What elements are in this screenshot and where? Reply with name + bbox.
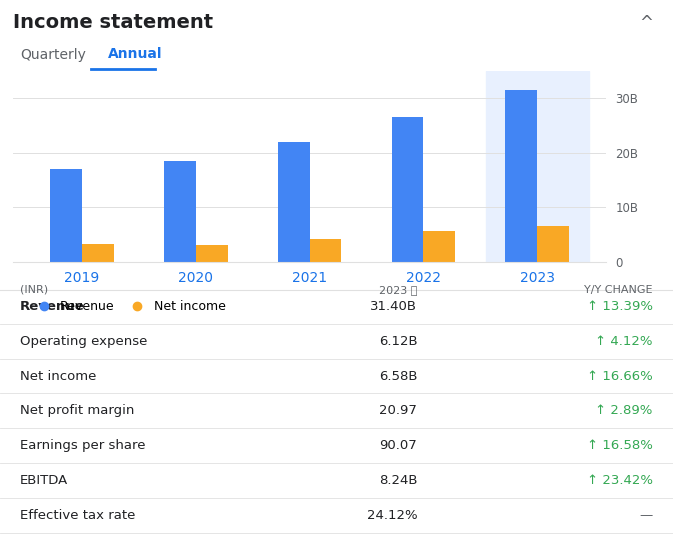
Text: Y/Y CHANGE: Y/Y CHANGE <box>584 284 653 295</box>
Bar <box>278 142 310 262</box>
Bar <box>164 161 196 262</box>
Text: 24.12%: 24.12% <box>367 509 417 522</box>
Text: Net profit margin: Net profit margin <box>20 404 135 417</box>
Text: 6.12B: 6.12B <box>379 335 417 348</box>
Text: 8.24B: 8.24B <box>379 474 417 487</box>
Text: Operating expense: Operating expense <box>20 335 147 348</box>
Text: Effective tax rate: Effective tax rate <box>20 509 135 522</box>
Bar <box>537 226 569 262</box>
Text: EBITDA: EBITDA <box>20 474 69 487</box>
Text: ↑ 16.66%: ↑ 16.66% <box>587 370 653 383</box>
Text: ↑ 13.39%: ↑ 13.39% <box>587 300 653 313</box>
Text: —: — <box>639 509 653 522</box>
Text: Annual: Annual <box>108 47 162 62</box>
Bar <box>392 117 423 262</box>
Text: ↑ 16.58%: ↑ 16.58% <box>587 439 653 452</box>
Text: Revenue: Revenue <box>20 300 85 313</box>
Bar <box>486 71 589 262</box>
Text: 20.97: 20.97 <box>380 404 417 417</box>
Text: 6.58B: 6.58B <box>379 370 417 383</box>
Bar <box>82 244 114 262</box>
Bar <box>196 245 227 262</box>
Text: 2023 ⓘ: 2023 ⓘ <box>379 284 417 295</box>
Bar <box>423 231 456 262</box>
Text: 90.07: 90.07 <box>380 439 417 452</box>
Text: Quarterly: Quarterly <box>20 47 86 62</box>
Text: (INR): (INR) <box>20 284 48 295</box>
Text: ↑ 23.42%: ↑ 23.42% <box>587 474 653 487</box>
Text: Net income: Net income <box>20 370 96 383</box>
Text: ^: ^ <box>639 14 653 32</box>
Bar <box>505 90 537 262</box>
Text: ↑ 4.12%: ↑ 4.12% <box>596 335 653 348</box>
Text: Income statement: Income statement <box>13 14 213 32</box>
Text: 31.40B: 31.40B <box>370 300 417 313</box>
Text: Earnings per share: Earnings per share <box>20 439 145 452</box>
Text: ↑ 2.89%: ↑ 2.89% <box>596 404 653 417</box>
Bar <box>50 169 82 262</box>
Legend: Revenue, Net income: Revenue, Net income <box>26 295 230 318</box>
Bar <box>310 239 341 262</box>
